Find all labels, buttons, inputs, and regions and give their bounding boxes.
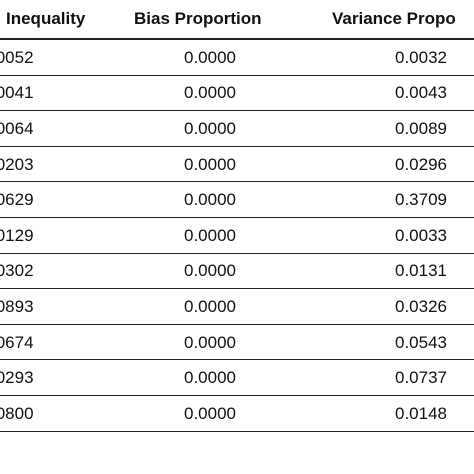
header-inequality: Inequality bbox=[6, 9, 86, 28]
variance-proportion-cell: 0.0737 bbox=[395, 368, 447, 388]
variance-proportion-cell: 0.0043 bbox=[395, 83, 447, 103]
bias-proportion-cell: 0.0000 bbox=[184, 296, 236, 316]
variance-proportion-cell: 0.0296 bbox=[395, 154, 447, 174]
header-rule bbox=[0, 38, 474, 40]
inequality-cell: .0203 bbox=[0, 154, 34, 174]
bias-proportion-cell: 0.0000 bbox=[184, 225, 236, 245]
bias-proportion-cell: 0.0000 bbox=[184, 154, 236, 174]
row-divider bbox=[0, 323, 474, 325]
table-row: .0203 0.0000 0.0296 bbox=[0, 147, 474, 183]
table-row: .0052 0.0000 0.0032 bbox=[0, 40, 474, 76]
table-row: .0064 0.0000 0.0089 bbox=[0, 111, 474, 147]
variance-proportion-cell: 0.3709 bbox=[395, 190, 447, 210]
table-row: .0893 0.0000 0.0326 bbox=[0, 289, 474, 325]
bias-proportion-cell: 0.0000 bbox=[184, 118, 236, 138]
table-row: .0129 0.0000 0.0033 bbox=[0, 218, 474, 254]
inequality-cell: .0800 bbox=[0, 403, 34, 423]
table-row: .0629 0.0000 0.3709 bbox=[0, 182, 474, 218]
row-divider bbox=[0, 430, 474, 432]
variance-proportion-cell: 0.0089 bbox=[395, 118, 447, 138]
variance-proportion-cell: 0.0033 bbox=[395, 225, 447, 245]
row-divider bbox=[0, 288, 474, 290]
inequality-cell: .0674 bbox=[0, 332, 34, 352]
bias-proportion-cell: 0.0000 bbox=[184, 190, 236, 210]
inequality-cell: .0629 bbox=[0, 190, 34, 210]
inequality-cell: .0129 bbox=[0, 225, 34, 245]
header-variance-proportion: Variance Propo bbox=[332, 9, 456, 28]
variance-proportion-cell: 0.0032 bbox=[395, 47, 447, 67]
row-divider bbox=[0, 395, 474, 396]
inequality-cell: .0302 bbox=[0, 261, 34, 281]
bias-proportion-cell: 0.0000 bbox=[184, 368, 236, 388]
row-divider bbox=[0, 217, 474, 218]
table-row: .0041 0.0000 0.0043 bbox=[0, 76, 474, 112]
bias-proportion-cell: 0.0000 bbox=[184, 83, 236, 103]
row-divider bbox=[0, 181, 474, 183]
table-row: .0302 0.0000 0.0131 bbox=[0, 254, 474, 290]
row-divider bbox=[0, 359, 474, 361]
bias-proportion-cell: 0.0000 bbox=[184, 47, 236, 67]
bias-proportion-cell: 0.0000 bbox=[184, 332, 236, 352]
variance-proportion-cell: 0.0131 bbox=[395, 261, 447, 281]
row-divider bbox=[0, 74, 474, 76]
row-divider bbox=[0, 145, 474, 147]
variance-proportion-cell: 0.0543 bbox=[395, 332, 447, 352]
variance-proportion-cell: 0.0326 bbox=[395, 296, 447, 316]
table-row: .0674 0.0000 0.0543 bbox=[0, 325, 474, 361]
inequality-cell: .0052 bbox=[0, 47, 34, 67]
table-row: .0293 0.0000 0.0737 bbox=[0, 360, 474, 396]
header-bias-proportion: Bias Proportion bbox=[134, 9, 262, 28]
inequality-cell: .0893 bbox=[0, 296, 34, 316]
inequality-cell: .0293 bbox=[0, 368, 34, 388]
bias-proportion-cell: 0.0000 bbox=[184, 261, 236, 281]
variance-proportion-cell: 0.0148 bbox=[395, 403, 447, 423]
table-header: Inequality Bias Proportion Variance Prop… bbox=[0, 0, 474, 38]
inequality-cell: .0041 bbox=[0, 83, 34, 103]
row-divider bbox=[0, 110, 474, 112]
bias-proportion-cell: 0.0000 bbox=[184, 403, 236, 423]
table-row: .0800 0.0000 0.0148 bbox=[0, 396, 474, 432]
inequality-cell: .0064 bbox=[0, 118, 34, 138]
row-divider bbox=[0, 252, 474, 254]
